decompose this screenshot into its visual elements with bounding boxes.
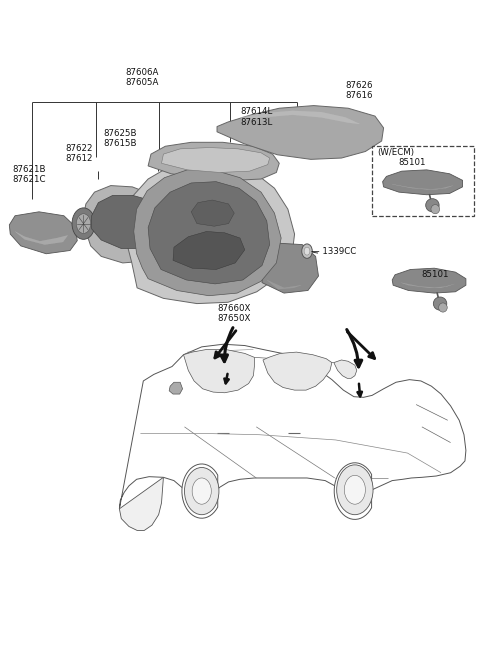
Polygon shape [262, 243, 319, 293]
Polygon shape [83, 185, 174, 263]
Text: 87606A
87605A: 87606A 87605A [125, 68, 158, 87]
Ellipse shape [72, 208, 95, 239]
Polygon shape [217, 106, 384, 160]
Bar [372, 147, 474, 215]
Ellipse shape [439, 303, 447, 312]
Polygon shape [134, 170, 281, 296]
Polygon shape [334, 360, 357, 378]
Ellipse shape [304, 247, 310, 255]
Ellipse shape [76, 214, 91, 233]
Text: 85101: 85101 [422, 270, 449, 279]
Text: 87621B
87621C: 87621B 87621C [12, 165, 46, 184]
Polygon shape [267, 280, 301, 289]
Text: — 1339CC: — 1339CC [311, 247, 356, 256]
Polygon shape [9, 212, 77, 254]
Polygon shape [401, 283, 455, 288]
Polygon shape [383, 170, 463, 194]
Polygon shape [392, 268, 466, 293]
Polygon shape [120, 478, 163, 530]
Ellipse shape [302, 244, 312, 258]
Polygon shape [191, 200, 234, 226]
Text: 87626
87616: 87626 87616 [345, 81, 373, 101]
Polygon shape [120, 344, 466, 509]
Text: 87625B
87615B: 87625B 87615B [104, 129, 137, 148]
Ellipse shape [336, 465, 373, 514]
Polygon shape [148, 181, 270, 284]
Ellipse shape [426, 198, 439, 212]
Ellipse shape [184, 468, 219, 514]
Polygon shape [125, 161, 295, 304]
Ellipse shape [433, 297, 447, 310]
Ellipse shape [431, 204, 440, 214]
Polygon shape [173, 231, 245, 269]
Polygon shape [240, 111, 360, 124]
Text: 87622
87612: 87622 87612 [66, 144, 93, 164]
Polygon shape [169, 382, 182, 394]
Polygon shape [161, 148, 270, 173]
Polygon shape [392, 184, 453, 189]
Text: 87614L
87613L: 87614L 87613L [240, 107, 272, 127]
Polygon shape [182, 464, 218, 518]
Polygon shape [15, 231, 68, 244]
Text: 87660X
87650X: 87660X 87650X [217, 304, 251, 323]
Polygon shape [334, 463, 372, 520]
Text: (W/ECM): (W/ECM) [377, 148, 414, 157]
Polygon shape [92, 195, 168, 248]
Ellipse shape [192, 478, 211, 504]
Polygon shape [263, 352, 332, 390]
Ellipse shape [344, 476, 365, 504]
Text: 85101: 85101 [398, 158, 426, 168]
Polygon shape [183, 350, 254, 393]
Polygon shape [148, 143, 279, 180]
